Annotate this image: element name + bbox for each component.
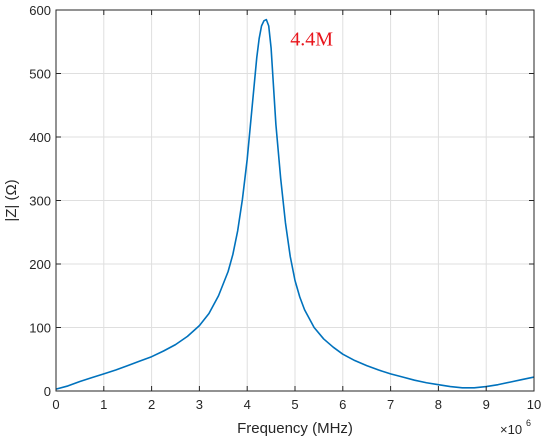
x-multiplier-exponent: 6	[526, 418, 531, 428]
x-tick-label: 8	[435, 397, 442, 412]
x-tick-label: 6	[339, 397, 346, 412]
x-tick-label: 7	[387, 397, 394, 412]
x-tick-label: 0	[52, 397, 59, 412]
y-tick-label: 400	[29, 130, 51, 145]
x-tick-label: 3	[196, 397, 203, 412]
y-tick-label: 600	[29, 3, 51, 18]
x-tick-label: 2	[148, 397, 155, 412]
x-tick-label: 9	[483, 397, 490, 412]
x-multiplier-base: ×10	[500, 422, 522, 437]
y-tick-label: 0	[44, 384, 51, 399]
impedance-series-line	[55, 18, 535, 390]
tick-group	[55, 9, 535, 392]
x-tick-label: 1	[100, 397, 107, 412]
series-group	[55, 18, 535, 390]
grid	[55, 9, 535, 392]
x-axis-label: Frequency (MHz)	[237, 420, 353, 437]
x-tick-label: 4	[244, 397, 251, 412]
x-tick-label: 10	[527, 397, 541, 412]
y-tick-label: 100	[29, 321, 51, 336]
y-tick-label: 500	[29, 67, 51, 82]
y-tick-label: 300	[29, 194, 51, 209]
x-tick-label: 5	[291, 397, 298, 412]
y-axis-label: |Z| (Ω)	[3, 179, 20, 221]
peak-annotation: 4.4M	[290, 29, 333, 51]
y-tick-label: 200	[29, 257, 51, 272]
